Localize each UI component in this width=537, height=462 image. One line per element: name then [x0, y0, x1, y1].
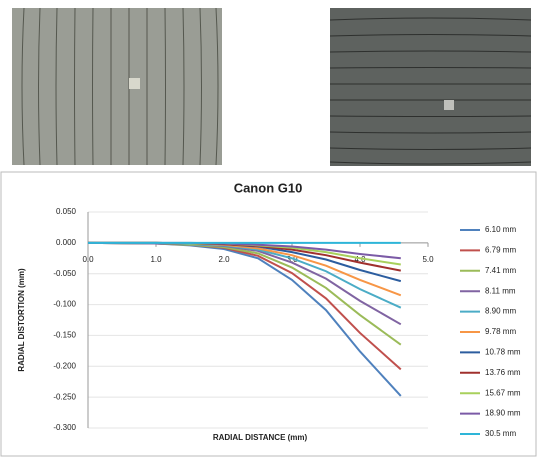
y-tick-label: -0.200: [53, 361, 76, 370]
legend-label: 13.76 mm: [485, 368, 521, 377]
legend-label: 18.90 mm: [485, 409, 521, 418]
y-axis-label: RADIAL DISTORTION (mm): [17, 268, 26, 372]
y-tick-label: 0.000: [56, 238, 77, 247]
x-tick-label: 5.0: [422, 255, 434, 264]
page: {"chart_data": {"type": "line", "title":…: [0, 0, 537, 457]
legend-label: 9.78 mm: [485, 327, 516, 336]
figure: Canon G10 RADIAL DISTANCE (mm) RADIAL DI…: [0, 0, 537, 457]
legend-label: 7.41 mm: [485, 266, 516, 275]
legend-label: 6.79 mm: [485, 246, 516, 255]
photo-right: [330, 8, 531, 166]
legend-label: 10.78 mm: [485, 348, 521, 357]
legend-label: 30.5 mm: [485, 429, 516, 438]
x-tick-label: 2.0: [218, 255, 230, 264]
y-tick-label: 0.050: [56, 207, 77, 216]
y-tick-label: -0.150: [53, 331, 76, 340]
x-axis-label: RADIAL DISTANCE (mm): [213, 433, 308, 442]
y-tick-label: -0.250: [53, 392, 76, 401]
x-tick-label: 0.0: [82, 255, 94, 264]
legend-label: 8.11 mm: [485, 286, 516, 295]
y-tick-label: -0.300: [53, 423, 76, 432]
legend-label: 8.90 mm: [485, 307, 516, 316]
photo-left: [12, 8, 222, 165]
x-tick-label: 1.0: [150, 255, 162, 264]
y-tick-label: -0.100: [53, 300, 76, 309]
y-tick-label: -0.050: [53, 269, 76, 278]
chart-frame: [1, 172, 536, 456]
chart-title: Canon G10: [234, 180, 303, 195]
legend-label: 6.10 mm: [485, 225, 516, 234]
legend-label: 15.67 mm: [485, 388, 521, 397]
